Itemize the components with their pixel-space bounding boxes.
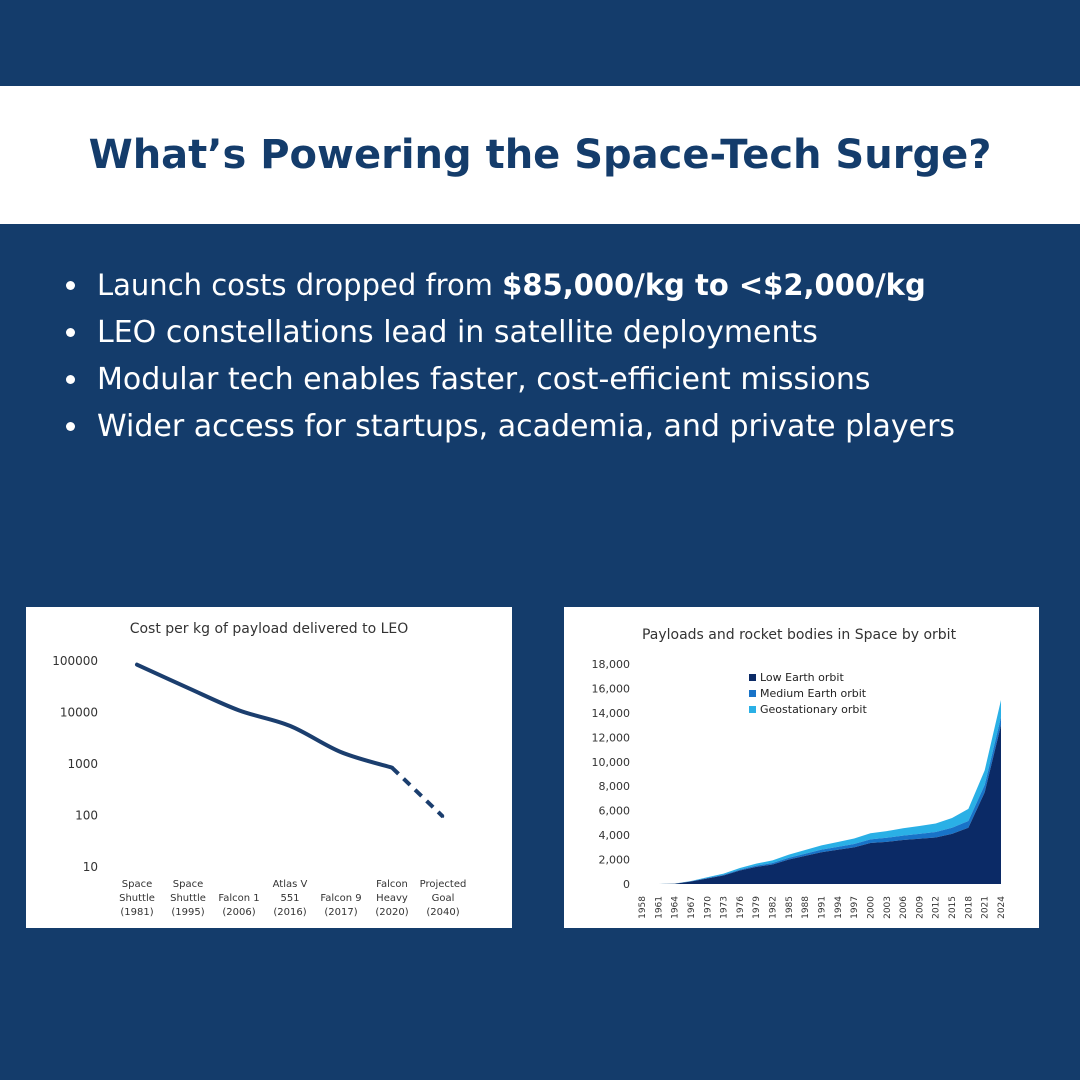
data-point bbox=[339, 750, 343, 754]
x-tick-label: 1994 bbox=[834, 896, 844, 919]
bullet-dot-icon bbox=[66, 281, 75, 290]
legend-label: Geostationary orbit bbox=[760, 703, 867, 716]
y-tick-label: 1000 bbox=[67, 757, 98, 771]
bullet-item: Wider access for startups, academia, and… bbox=[66, 403, 1056, 450]
legend-label: Medium Earth orbit bbox=[760, 687, 867, 700]
bullet-dot-icon bbox=[66, 328, 75, 337]
bullet-item: LEO constellations lead in satellite dep… bbox=[66, 309, 1056, 356]
bullet-item: Modular tech enables faster, cost-effici… bbox=[66, 356, 1056, 403]
bullet-text: Modular tech enables faster, cost-effici… bbox=[97, 362, 871, 397]
chart-title: Payloads and rocket bodies in Space by o… bbox=[642, 627, 957, 643]
x-tick-label: 1958 bbox=[638, 896, 648, 919]
x-tick-label: 2024 bbox=[997, 896, 1007, 919]
x-tick-label: 1976 bbox=[736, 896, 746, 919]
x-tick-label: 1964 bbox=[671, 896, 681, 919]
orbit-area-chart: Payloads and rocket bodies in Space by o… bbox=[592, 627, 1008, 919]
x-tick-label: Space bbox=[122, 879, 152, 890]
x-tick-label: 2012 bbox=[932, 896, 942, 919]
data-point bbox=[237, 709, 241, 712]
x-tick-label: (2016) bbox=[273, 907, 306, 918]
bullet-text: Launch costs dropped from $85,000/kg to … bbox=[97, 268, 926, 302]
bullet-list: Launch costs dropped from $85,000/kg to … bbox=[66, 262, 1056, 450]
y-tick-label: 100 bbox=[75, 809, 98, 823]
y-tick-label: 8,000 bbox=[599, 780, 631, 793]
x-tick-label: 1985 bbox=[785, 896, 795, 919]
data-point bbox=[186, 686, 190, 690]
y-tick-label: 10 bbox=[83, 860, 98, 874]
x-tick-label: 2000 bbox=[866, 896, 876, 919]
y-tick-label: 4,000 bbox=[599, 829, 631, 842]
x-tick-label: Falcon 1 bbox=[218, 893, 259, 904]
x-tick-label: 1961 bbox=[654, 896, 664, 919]
y-tick-label: 12,000 bbox=[592, 731, 631, 744]
legend-swatch bbox=[749, 690, 756, 697]
x-tick-label: (2040) bbox=[426, 907, 459, 918]
y-tick-label: 0 bbox=[623, 878, 630, 891]
x-tick-label: Projected bbox=[420, 879, 467, 890]
x-tick-label: Goal bbox=[432, 893, 455, 904]
cost-chart-card: Cost per kg of payload delivered to LEO 1… bbox=[26, 607, 512, 928]
chart-title: Cost per kg of payload delivered to LEO bbox=[130, 621, 409, 637]
x-tick-label: Space bbox=[173, 879, 203, 890]
x-tick-label: 2015 bbox=[948, 896, 958, 919]
x-tick-label: (2006) bbox=[222, 907, 255, 918]
page-title: What’s Powering the Space-Tech Surge? bbox=[88, 132, 992, 178]
legend-swatch bbox=[749, 706, 756, 713]
y-tick-label: 100000 bbox=[52, 654, 98, 668]
x-tick-label: Falcon 9 bbox=[320, 893, 361, 904]
legend-label: Low Earth orbit bbox=[760, 671, 844, 684]
x-tick-label: 1982 bbox=[769, 896, 779, 919]
y-tick-label: 18,000 bbox=[592, 658, 631, 671]
x-tick-label: (1981) bbox=[120, 907, 153, 918]
x-tick-label: (1995) bbox=[171, 907, 204, 918]
x-tick-label: 1967 bbox=[687, 896, 697, 919]
x-tick-label: (2020) bbox=[375, 907, 408, 918]
x-tick-label: 2006 bbox=[899, 896, 909, 919]
area-series-0 bbox=[642, 725, 1001, 884]
bullet-item: Launch costs dropped from $85,000/kg to … bbox=[66, 262, 1056, 309]
bullet-dot-icon bbox=[66, 422, 75, 431]
x-tick-label: 1988 bbox=[801, 896, 811, 919]
x-tick-label: 2009 bbox=[915, 896, 925, 919]
area-series-2 bbox=[642, 700, 1001, 884]
area-series-1 bbox=[642, 717, 1001, 884]
projected-series-line bbox=[390, 766, 445, 819]
y-tick-label: 14,000 bbox=[592, 707, 631, 720]
cost-line-chart: Cost per kg of payload delivered to LEO 1… bbox=[52, 621, 467, 918]
cost-series-line bbox=[135, 662, 394, 770]
x-tick-label: Falcon bbox=[376, 879, 408, 890]
bullet-text: Wider access for startups, academia, and… bbox=[97, 409, 956, 444]
bullet-text: LEO constellations lead in satellite dep… bbox=[97, 315, 818, 350]
legend-swatch bbox=[749, 674, 756, 681]
title-band: What’s Powering the Space-Tech Surge? bbox=[0, 86, 1080, 224]
x-tick-label: Atlas V bbox=[273, 879, 308, 890]
x-tick-label: 551 bbox=[280, 893, 299, 904]
x-tick-label: Heavy bbox=[376, 893, 408, 904]
data-point bbox=[441, 815, 445, 818]
y-tick-label: 16,000 bbox=[592, 682, 631, 695]
y-tick-label: 10,000 bbox=[592, 756, 631, 769]
y-tick-label: 6,000 bbox=[599, 805, 631, 818]
data-point bbox=[135, 663, 139, 666]
x-tick-label: 1973 bbox=[720, 896, 730, 919]
orbit-chart-card: Payloads and rocket bodies in Space by o… bbox=[564, 607, 1039, 928]
data-point bbox=[288, 724, 292, 728]
x-tick-label: 2021 bbox=[981, 896, 991, 919]
data-point bbox=[390, 766, 394, 769]
x-tick-label: Shuttle bbox=[119, 893, 155, 904]
y-tick-label: 2,000 bbox=[599, 854, 631, 867]
bullet-highlight: $85,000/kg to <$2,000/kg bbox=[502, 268, 926, 302]
x-tick-label: (2017) bbox=[324, 907, 357, 918]
bullet-dot-icon bbox=[66, 375, 75, 384]
x-tick-label: 2018 bbox=[964, 896, 974, 919]
x-tick-label: 2003 bbox=[883, 896, 893, 919]
x-tick-label: 1991 bbox=[818, 896, 828, 919]
x-tick-label: Shuttle bbox=[170, 893, 206, 904]
x-tick-label: 1979 bbox=[752, 896, 762, 919]
y-tick-label: 10000 bbox=[60, 706, 98, 720]
x-tick-label: 1970 bbox=[703, 896, 713, 919]
x-tick-label: 1997 bbox=[850, 896, 860, 919]
